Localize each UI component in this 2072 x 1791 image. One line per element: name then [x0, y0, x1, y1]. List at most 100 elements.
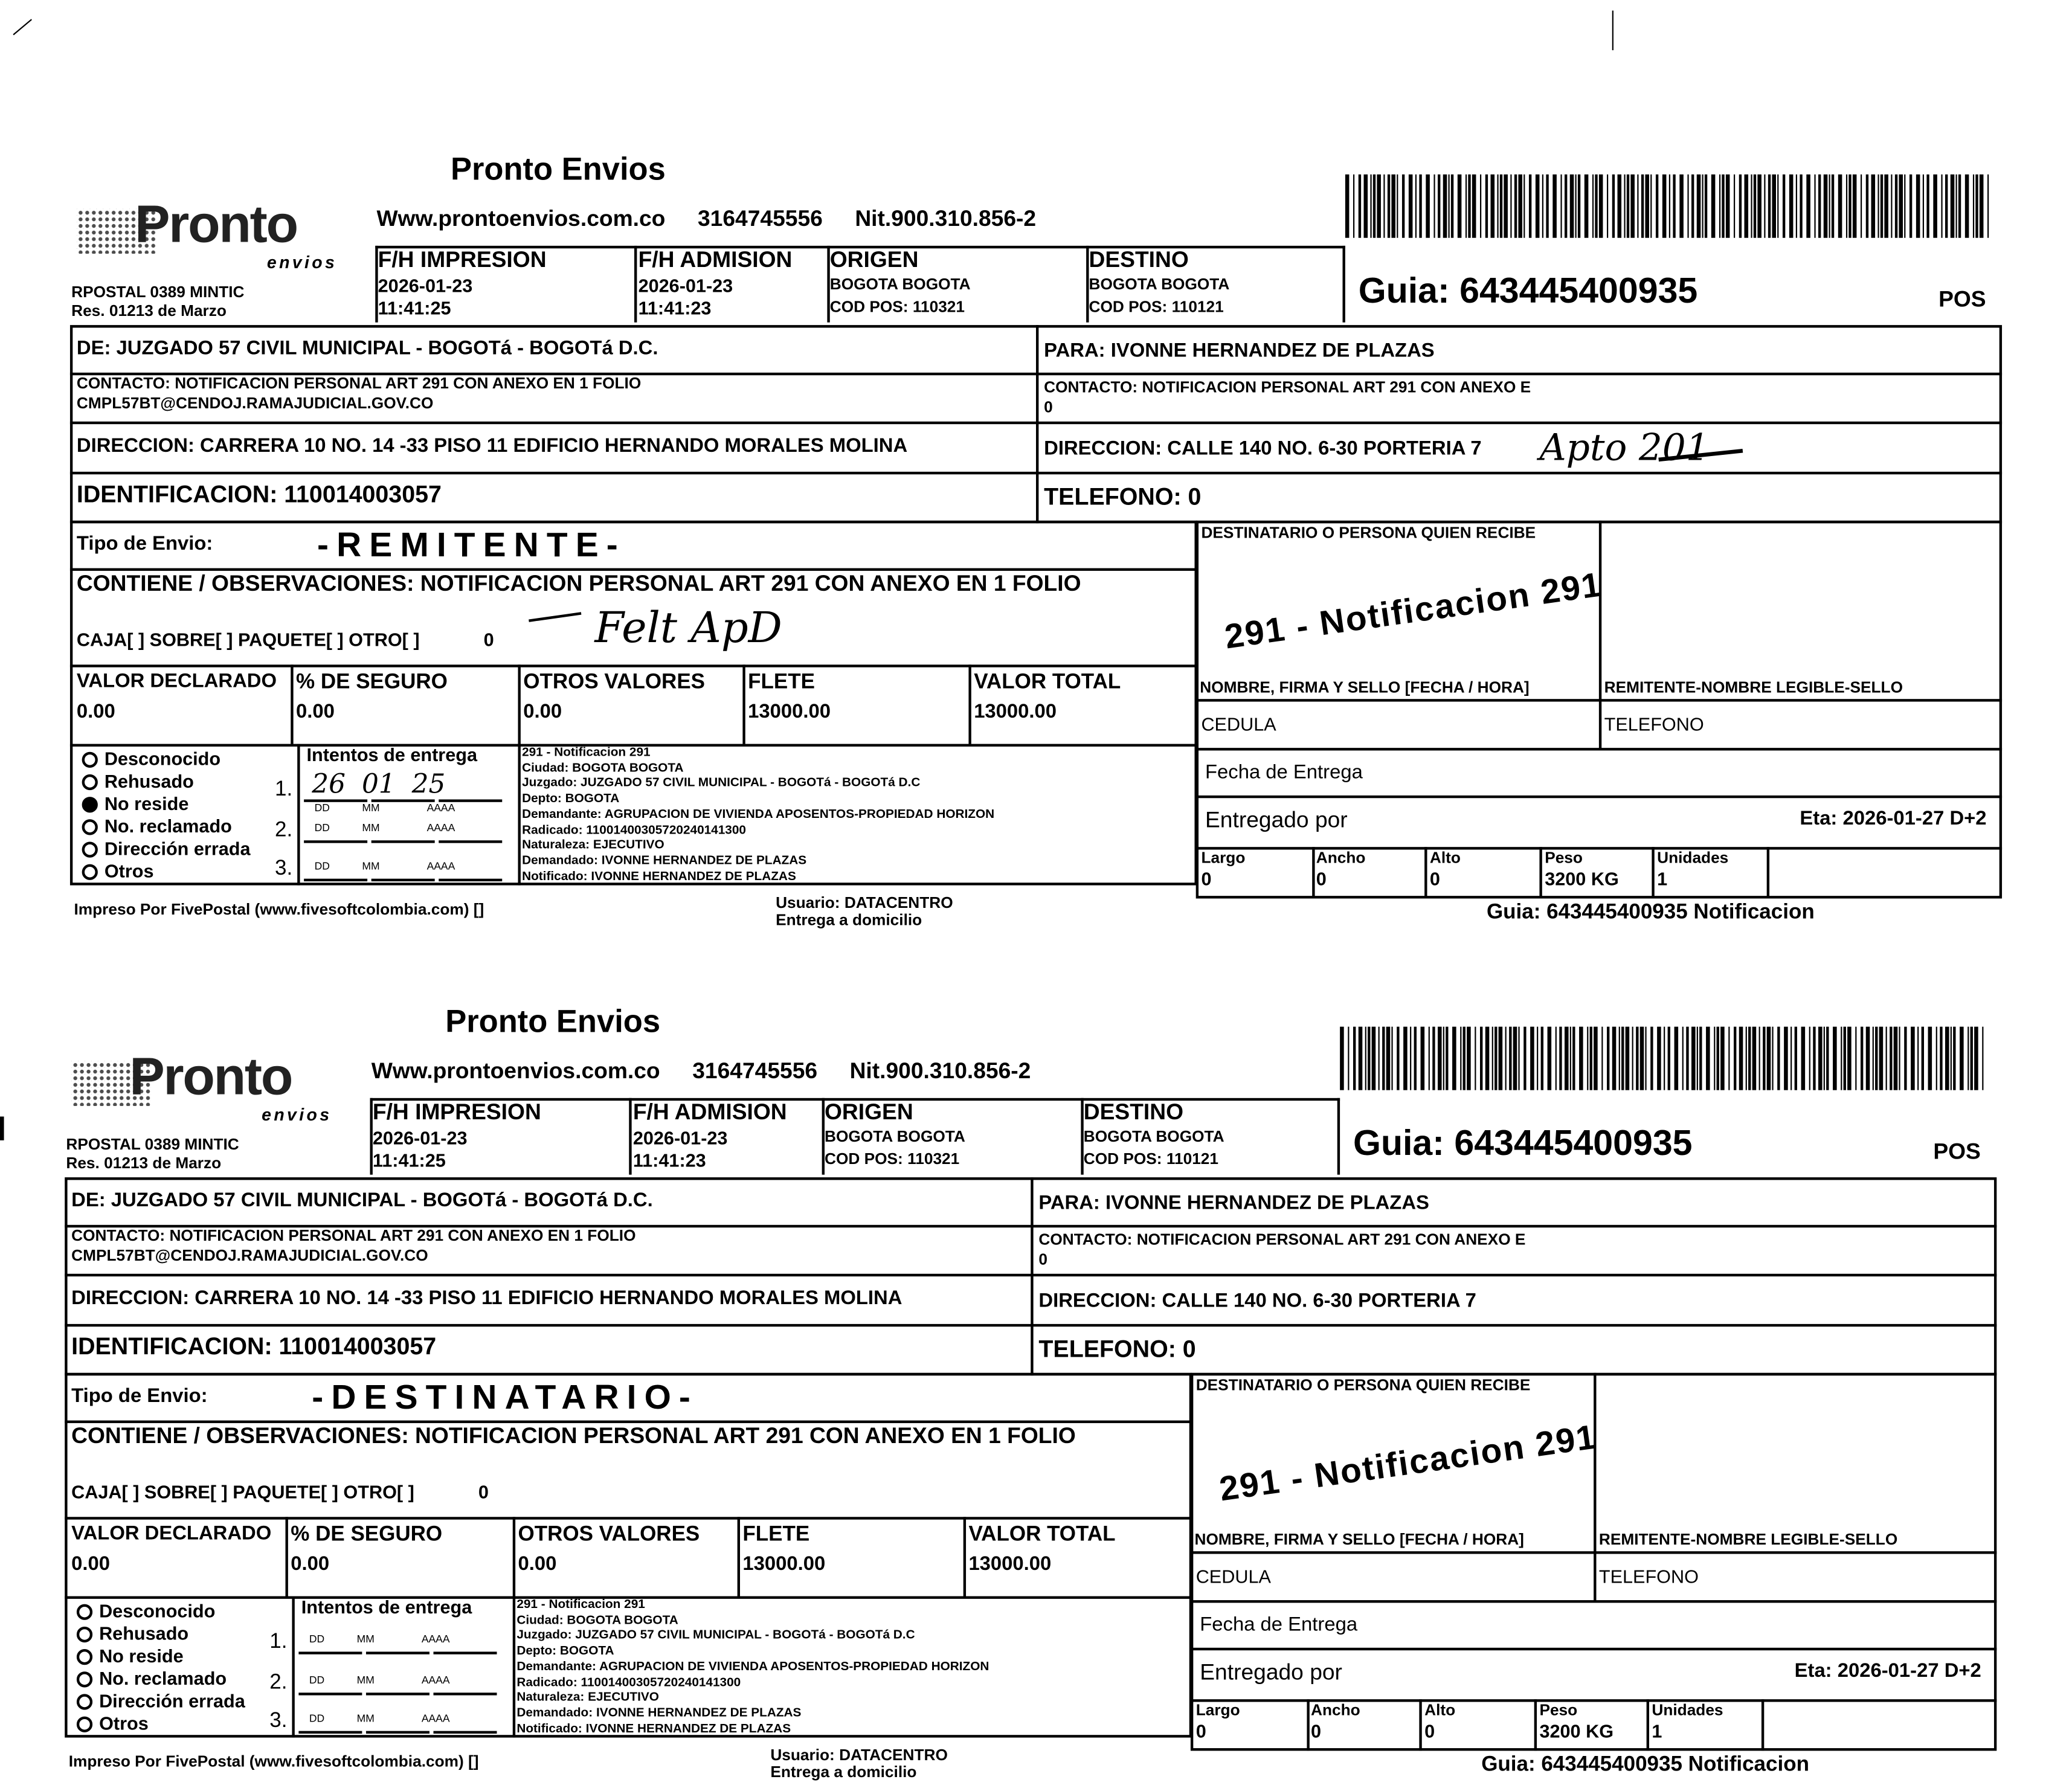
license-line-2: Res. 01213 de Marzo — [66, 1153, 222, 1172]
barcode-bar — [1587, 1026, 1589, 1090]
empaque-count: 0 — [478, 1481, 489, 1503]
motivo-option[interactable]: Otros — [82, 860, 154, 881]
barcode-bar — [1592, 174, 1594, 238]
barcode-bar — [1530, 1026, 1534, 1090]
barcode-bar — [1575, 174, 1577, 238]
barcode-bar — [1814, 174, 1816, 238]
motivo-option[interactable]: Dirección errada — [82, 838, 251, 859]
barcode-bar — [1725, 174, 1730, 238]
contacto-destinatario-1: CONTACTO: NOTIFICACION PERSONAL ART 291 … — [1044, 378, 1531, 397]
fh-impresion-line-1: 2026-01-23 — [378, 275, 473, 296]
info-line: Notificado: IVONNE HERNANDEZ DE PLAZAS — [522, 869, 796, 884]
barcode-bar — [1916, 174, 1920, 238]
barcode-bar — [1890, 1026, 1893, 1090]
motivo-option[interactable]: Dirección errada — [76, 1690, 245, 1711]
barcode-bar — [1377, 174, 1381, 238]
fh-impresion-label: F/H IMPRESION — [378, 247, 547, 272]
table-divider — [65, 1596, 1192, 1599]
motivo-option[interactable]: Rehusado — [82, 770, 194, 791]
barcode-bar — [1645, 174, 1649, 238]
barcode-bar — [1505, 1026, 1507, 1090]
barcode-bar — [1438, 1026, 1442, 1090]
radio-icon[interactable] — [76, 1717, 93, 1733]
barcode-bar — [1408, 174, 1413, 238]
radio-icon[interactable] — [82, 752, 98, 768]
motivo-label: Otros — [104, 860, 154, 882]
license-line-1: RPOSTAL 0389 MINTIC — [66, 1135, 239, 1154]
barcode-bar — [1448, 174, 1450, 238]
barcode-bar — [1485, 1026, 1490, 1090]
remitente-de: DE: JUZGADO 57 CIVIL MUNICIPAL - BOGOTá … — [71, 1189, 653, 1212]
barcode-bar — [1784, 1026, 1788, 1090]
barcode-bar — [1419, 174, 1422, 238]
fecha-placeholder: DD — [314, 860, 330, 872]
barcode-bar — [1917, 1026, 1919, 1090]
motivo-option[interactable]: No. reclamado — [76, 1667, 227, 1689]
barcode-bar — [1872, 1026, 1874, 1090]
info-line: Demandado: IVONNE HERNANDEZ DE PLAZAS — [522, 853, 807, 868]
barcode-bar — [1987, 174, 1989, 238]
radio-icon[interactable] — [76, 1604, 93, 1621]
dim-value: 0 — [1424, 1720, 1435, 1742]
barcode-bar — [1960, 1026, 1964, 1090]
barcode-bar — [1719, 174, 1721, 238]
radio-icon[interactable] — [82, 864, 98, 881]
radio-icon[interactable] — [76, 1671, 93, 1688]
table-divider — [1419, 1699, 1422, 1751]
motivo-option[interactable]: Rehusado — [76, 1622, 188, 1644]
barcode-bar — [1751, 174, 1752, 238]
barcode-bar — [1861, 1026, 1864, 1090]
barcode-bar — [1766, 1026, 1771, 1090]
radio-icon[interactable] — [82, 819, 98, 836]
info-line: Depto: BOGOTA — [516, 1644, 614, 1659]
barcode-bar — [1928, 1026, 1932, 1090]
fecha-placeholder: DD — [309, 1712, 325, 1725]
radio-icon[interactable] — [76, 1649, 93, 1665]
fecha-entrega-label: Fecha de Entrega — [1205, 761, 1363, 784]
barcode-bar — [1584, 174, 1589, 238]
barcode-bar — [1365, 1026, 1366, 1090]
motivo-option[interactable]: Desconocido — [82, 748, 220, 769]
barcode-bar — [1782, 174, 1786, 238]
info-line: Radicado: 11001400305720240141300 — [516, 1674, 741, 1690]
table-divider — [1195, 795, 2003, 799]
contacto-destinatario-1: CONTACTO: NOTIFICACION PERSONAL ART 291 … — [1038, 1230, 1526, 1249]
barcode-bar — [1716, 1026, 1719, 1090]
barcode-bar — [1589, 1026, 1592, 1090]
table-divider — [1190, 1600, 1997, 1603]
motivo-option[interactable]: No reside — [82, 793, 188, 814]
remitente-de: DE: JUZGADO 57 CIVIL MUNICIPAL - BOGOTá … — [76, 336, 658, 359]
radio-icon[interactable] — [82, 842, 98, 858]
barcode-bar — [1625, 1026, 1630, 1090]
barcode-bar — [1639, 1026, 1644, 1090]
radio-icon[interactable] — [76, 1627, 93, 1643]
barcode-bar — [1504, 174, 1508, 238]
radio-icon[interactable] — [82, 774, 98, 791]
table-divider — [297, 744, 300, 886]
radio-icon[interactable] — [76, 1694, 93, 1711]
motivo-label: No. reclamado — [99, 1667, 227, 1689]
barcode-bar — [1679, 174, 1684, 238]
barcode-bar — [1632, 1026, 1633, 1090]
barcode-bar — [1838, 174, 1842, 238]
radio-icon[interactable] — [82, 797, 98, 813]
barcode-bar — [1523, 174, 1525, 238]
motivo-option[interactable]: Otros — [76, 1712, 149, 1734]
empaque-options: CAJA[ ] SOBRE[ ] PAQUETE[ ] OTRO[ ] — [71, 1481, 414, 1503]
barcode-bar — [1370, 174, 1372, 238]
table-divider — [1195, 748, 2003, 751]
motivo-option[interactable]: No reside — [76, 1645, 184, 1666]
barcode-bar — [1674, 1026, 1679, 1090]
barcode-bar — [1540, 1026, 1543, 1090]
barcode-bar — [1641, 174, 1644, 238]
table-divider — [292, 1596, 295, 1738]
barcode-bar — [1696, 174, 1701, 238]
motivo-option[interactable]: Desconocido — [76, 1600, 215, 1621]
barcode-bar — [1387, 174, 1391, 238]
fecha-placeholder: MM — [356, 1712, 375, 1725]
fecha-placeholder: DD — [314, 802, 330, 814]
table-divider — [512, 1517, 516, 1596]
entrega-domicilio: Entrega a domicilio — [770, 1763, 917, 1781]
motivo-option[interactable]: No. reclamado — [82, 815, 232, 837]
empaque-count: 0 — [483, 629, 494, 651]
